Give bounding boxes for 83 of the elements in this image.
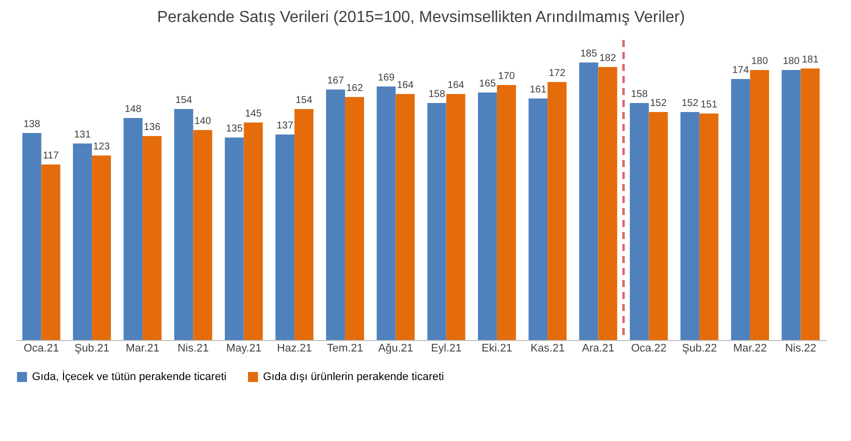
- data-label: 158: [428, 89, 446, 100]
- data-label: 148: [124, 104, 142, 115]
- bar: [294, 109, 314, 340]
- data-label: 162: [346, 83, 364, 94]
- data-label: 117: [42, 150, 60, 162]
- bar: [92, 156, 111, 340]
- data-label: 164: [396, 80, 414, 91]
- x-tick-label: Ara.21: [582, 342, 614, 354]
- data-label: 180: [782, 56, 800, 67]
- bar: [345, 97, 364, 340]
- data-label: 165: [479, 78, 496, 90]
- data-label: 152: [682, 98, 699, 109]
- bar: [326, 90, 346, 340]
- data-label: 131: [74, 130, 92, 140]
- bar: [72, 144, 92, 340]
- data-label: 158: [630, 89, 648, 100]
- data-label: 185: [580, 48, 598, 60]
- data-label: 164: [447, 80, 465, 91]
- bar: [496, 85, 516, 340]
- bar: [446, 94, 466, 340]
- legend-label: Gıda, İçecek ve tütün perakende ticareti: [32, 370, 226, 383]
- x-tick-label: Şub.21: [74, 342, 110, 354]
- x-tick-label: Kas.21: [530, 342, 565, 354]
- data-label: 180: [751, 56, 768, 67]
- bar: [41, 164, 60, 340]
- data-label: 137: [276, 120, 294, 132]
- x-tick-label: Oca.21: [24, 342, 60, 354]
- chart-title: Perakende Satış Verileri (2015=100, Mevsimsellikten Arındılmamış Veriler): [157, 8, 685, 26]
- data-label: 140: [194, 116, 212, 127]
- data-label: 182: [599, 53, 616, 64]
- bar: [800, 68, 820, 340]
- data-label: 135: [226, 124, 244, 134]
- bar: [22, 133, 42, 340]
- bar: [598, 67, 618, 340]
- x-tick-label: May.21: [226, 342, 262, 354]
- x-tick-label: Oca.22: [631, 342, 667, 354]
- bar: [224, 138, 244, 340]
- data-label: 145: [244, 108, 262, 120]
- data-label: 181: [802, 54, 819, 66]
- data-label: 136: [144, 122, 161, 133]
- data-label: 154: [175, 95, 192, 106]
- bar: [782, 70, 801, 340]
- data-label: 161: [530, 84, 547, 96]
- data-label: 170: [498, 71, 516, 82]
- bar: [478, 92, 497, 340]
- x-tick-label: Mar.22: [733, 342, 767, 354]
- bar: [427, 103, 446, 340]
- bar: [548, 82, 567, 340]
- data-label: 172: [548, 68, 566, 79]
- bar: [579, 62, 598, 340]
- x-tick-label: Şub.22: [682, 342, 717, 354]
- legend-label: Gıda dışı ürünlerin perakende ticareti: [263, 371, 444, 383]
- x-tick-label: Haz.21: [277, 342, 312, 354]
- bar: [244, 122, 263, 340]
- bar: [680, 112, 700, 340]
- bar: [528, 98, 548, 340]
- data-label: 123: [93, 142, 110, 152]
- x-tick-label: Tem.21: [327, 342, 364, 354]
- x-tick-label: Mar.21: [126, 342, 160, 354]
- x-tick-label: Nis.21: [178, 342, 209, 354]
- data-label: 138: [23, 119, 41, 130]
- bar: [174, 109, 194, 340]
- bar: [750, 70, 770, 340]
- x-tick-label: Eyl.21: [431, 342, 462, 354]
- data-label: 169: [378, 72, 395, 84]
- bar: [193, 130, 212, 340]
- data-label: 174: [732, 65, 750, 76]
- bar: [648, 112, 668, 340]
- bar: [396, 94, 415, 340]
- bar: [376, 86, 396, 340]
- x-tick-label: Eki.21: [482, 342, 512, 354]
- data-label: 152: [650, 98, 668, 109]
- bar: [630, 103, 649, 340]
- bar: [124, 118, 143, 340]
- bar: [142, 136, 162, 340]
- bar: [699, 114, 718, 340]
- bar: [275, 134, 294, 340]
- data-label: 151: [700, 100, 718, 110]
- bar: [731, 79, 750, 340]
- x-tick-label: Nis.22: [785, 342, 816, 354]
- data-label: 167: [327, 76, 344, 86]
- data-label: 154: [296, 95, 313, 106]
- x-tick-label: Ağu.21: [378, 342, 414, 354]
